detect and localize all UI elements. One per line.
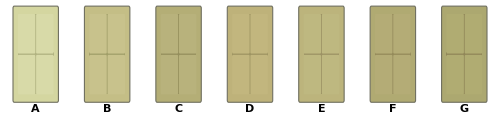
FancyBboxPatch shape	[370, 7, 416, 102]
FancyBboxPatch shape	[394, 15, 410, 54]
FancyBboxPatch shape	[179, 55, 196, 95]
Bar	[34, 15, 37, 95]
FancyBboxPatch shape	[160, 55, 178, 95]
FancyBboxPatch shape	[18, 55, 36, 95]
Text: D: D	[246, 103, 254, 113]
Bar	[463, 15, 466, 95]
FancyBboxPatch shape	[375, 55, 392, 95]
Bar	[375, 53, 410, 57]
FancyBboxPatch shape	[90, 55, 107, 95]
Text: A: A	[32, 103, 40, 113]
FancyBboxPatch shape	[446, 55, 464, 95]
FancyBboxPatch shape	[160, 15, 178, 54]
Bar	[178, 15, 180, 95]
Bar	[160, 53, 196, 57]
FancyBboxPatch shape	[298, 7, 344, 102]
FancyBboxPatch shape	[304, 15, 321, 54]
FancyBboxPatch shape	[228, 7, 272, 102]
FancyBboxPatch shape	[232, 55, 250, 95]
FancyBboxPatch shape	[179, 15, 196, 54]
Text: B: B	[103, 103, 112, 113]
FancyBboxPatch shape	[304, 55, 321, 95]
Bar	[249, 15, 252, 95]
FancyBboxPatch shape	[13, 7, 59, 102]
Text: F: F	[389, 103, 396, 113]
FancyBboxPatch shape	[464, 55, 482, 95]
FancyBboxPatch shape	[36, 55, 54, 95]
FancyBboxPatch shape	[322, 15, 340, 54]
FancyBboxPatch shape	[250, 55, 268, 95]
Bar	[18, 53, 54, 57]
FancyBboxPatch shape	[446, 15, 464, 54]
Text: G: G	[460, 103, 469, 113]
FancyBboxPatch shape	[322, 55, 340, 95]
FancyBboxPatch shape	[250, 15, 268, 54]
FancyBboxPatch shape	[90, 15, 107, 54]
FancyBboxPatch shape	[375, 15, 392, 54]
Bar	[106, 15, 108, 95]
Bar	[232, 53, 268, 57]
FancyBboxPatch shape	[442, 7, 487, 102]
FancyBboxPatch shape	[18, 15, 36, 54]
FancyBboxPatch shape	[108, 15, 125, 54]
FancyBboxPatch shape	[156, 7, 202, 102]
FancyBboxPatch shape	[394, 55, 410, 95]
Bar	[392, 15, 394, 95]
FancyBboxPatch shape	[232, 15, 250, 54]
Bar	[90, 53, 125, 57]
FancyBboxPatch shape	[108, 55, 125, 95]
FancyBboxPatch shape	[464, 15, 482, 54]
FancyBboxPatch shape	[36, 15, 54, 54]
Text: E: E	[318, 103, 325, 113]
Bar	[446, 53, 482, 57]
FancyBboxPatch shape	[84, 7, 130, 102]
Text: C: C	[174, 103, 182, 113]
Bar	[320, 15, 322, 95]
Bar	[304, 53, 340, 57]
